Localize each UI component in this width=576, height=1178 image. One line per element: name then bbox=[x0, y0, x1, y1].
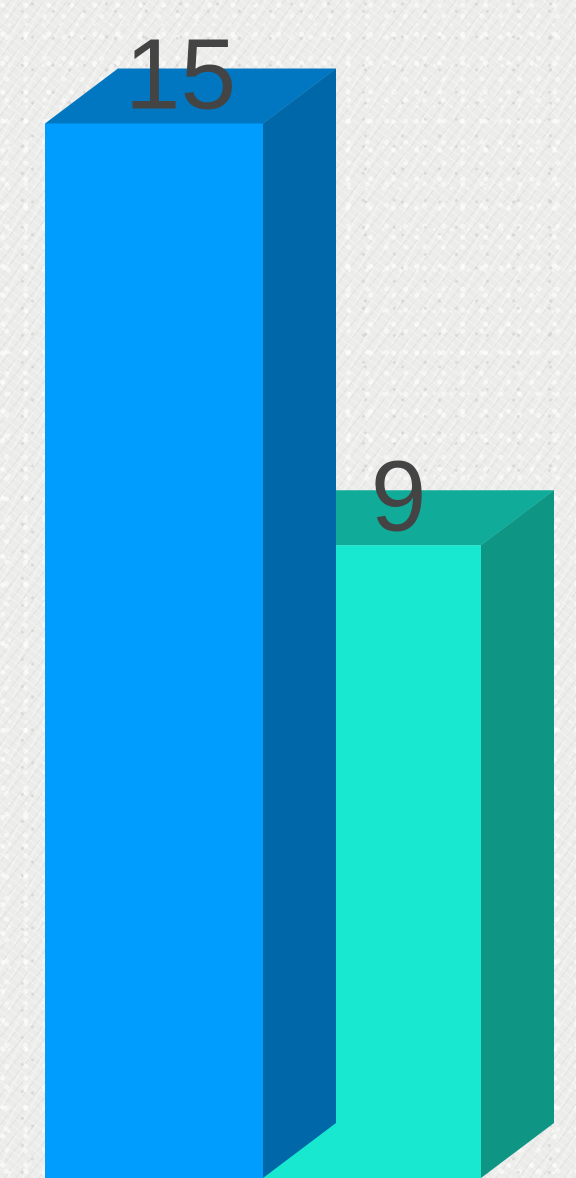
data-label-1: 15 bbox=[125, 19, 236, 131]
bar-side-face bbox=[481, 490, 554, 1178]
bar-front-face bbox=[45, 123, 263, 1178]
data-labels-group: 15 9 bbox=[125, 19, 426, 553]
bar-top-face bbox=[45, 68, 336, 124]
bar-1 bbox=[45, 68, 336, 1178]
bar-side-face bbox=[263, 68, 336, 1178]
data-label-2: 9 bbox=[371, 440, 427, 552]
bars-group bbox=[45, 68, 554, 1178]
